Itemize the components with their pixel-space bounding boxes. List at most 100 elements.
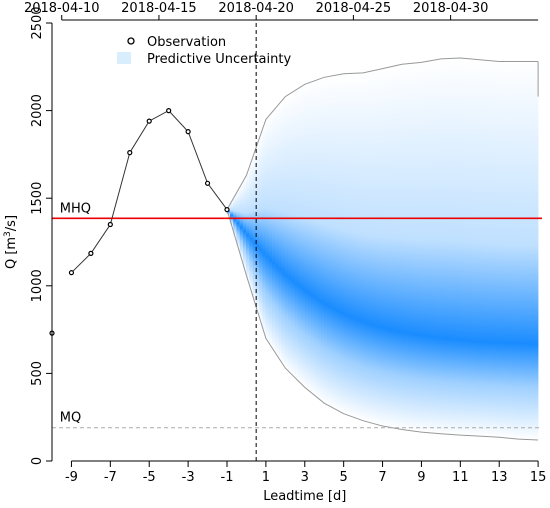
uncertainty-slice xyxy=(310,81,315,394)
uncertainty-slice xyxy=(388,66,393,428)
uncertainty-slice xyxy=(395,65,400,429)
uncertainty-slice xyxy=(469,59,474,436)
uncertainty-slice xyxy=(285,95,289,370)
uncertainty-slice xyxy=(498,61,503,438)
top-tick-label: 2018-04-30 xyxy=(413,1,489,16)
uncertainty-slice xyxy=(485,60,490,437)
y-tick-label: 0 xyxy=(30,457,45,465)
uncertainty-slice xyxy=(495,61,500,438)
x-tick-label: -3 xyxy=(182,470,195,485)
uncertainty-slice xyxy=(482,60,487,437)
observation-point xyxy=(185,129,191,135)
uncertainty-slice xyxy=(453,58,458,435)
uncertainty-slice xyxy=(437,59,442,434)
reference-label-mq: MQ xyxy=(60,411,81,426)
uncertainty-slice xyxy=(524,61,529,440)
uncertainty-envelope xyxy=(226,57,539,441)
uncertainty-slice xyxy=(362,72,367,422)
top-tick-label: 2018-04-15 xyxy=(121,1,197,16)
uncertainty-slice xyxy=(272,109,276,351)
uncertainty-slice xyxy=(265,117,270,341)
legend: Observation Predictive Uncertainty xyxy=(117,35,291,67)
observation-line xyxy=(71,109,228,274)
uncertainty-slice xyxy=(460,58,464,436)
uncertainty-slice xyxy=(340,74,344,413)
uncertainty-slice xyxy=(447,58,451,435)
x-tick-label: 3 xyxy=(301,470,309,485)
uncertainty-slice xyxy=(252,152,257,302)
y-tick-label: 1500 xyxy=(30,182,45,215)
uncertainty-slice xyxy=(301,85,306,386)
uncertainty-slice xyxy=(411,63,416,431)
legend-observation-label: Observation xyxy=(147,35,226,50)
uncertainty-slice xyxy=(421,62,425,433)
uncertainty-slice xyxy=(275,106,280,356)
uncertainty-slice xyxy=(528,61,532,440)
uncertainty-slice xyxy=(466,58,471,436)
uncertainty-slice xyxy=(450,58,455,435)
y-tick-label: 1000 xyxy=(30,269,45,302)
top-tick-label: 2018-04-20 xyxy=(218,1,294,16)
uncertainty-slice xyxy=(255,142,260,313)
uncertainty-slice xyxy=(463,58,468,436)
x-tick-label: -9 xyxy=(65,470,78,485)
observation-point xyxy=(224,206,230,213)
uncertainty-slice xyxy=(259,133,263,323)
lower-envelope-line xyxy=(226,209,539,441)
x-tick-label: -5 xyxy=(143,470,156,485)
uncertainty-slice xyxy=(246,170,250,281)
uncertainty-slice xyxy=(327,76,332,406)
uncertainty-slice xyxy=(534,61,539,440)
uncertainty-slice xyxy=(242,178,247,270)
uncertainty-slice xyxy=(476,59,481,437)
uncertainty-slice xyxy=(262,124,267,334)
uncertainty-slice xyxy=(375,69,380,425)
uncertainty-slice xyxy=(531,61,536,440)
uncertainty-slice xyxy=(430,60,435,434)
top-tick-label: 2018-04-25 xyxy=(316,1,392,16)
x-axis-title: Leadtime [d] xyxy=(263,489,346,504)
x-tick-label: 1 xyxy=(262,470,270,485)
uncertainty-slice xyxy=(333,75,338,410)
y-tick-label: 500 xyxy=(30,361,45,386)
uncertainty-slice xyxy=(304,83,309,389)
uncertainty-slice xyxy=(229,201,234,227)
uncertainty-slice xyxy=(278,102,283,361)
uncertainty-slice xyxy=(391,65,396,429)
uncertainty-slice xyxy=(294,89,299,380)
reference-lines: MHQ MQ xyxy=(52,201,542,429)
uncertainty-slice xyxy=(343,73,348,415)
uncertainty-slice xyxy=(356,73,361,419)
uncertainty-slice xyxy=(268,113,273,346)
uncertainty-slice xyxy=(233,195,238,237)
observation-point xyxy=(107,221,113,228)
uncertainty-slice xyxy=(443,58,448,435)
uncertainty-slice xyxy=(414,62,419,432)
observation-point xyxy=(127,150,133,156)
y-axis-title-suffix: /s] xyxy=(4,215,19,231)
upper-envelope-line xyxy=(226,57,539,210)
uncertainty-slice xyxy=(281,98,286,366)
x-tick-label: -7 xyxy=(104,470,117,485)
uncertainty-slice xyxy=(505,61,510,439)
uncertainty-slice xyxy=(515,61,519,439)
observation-point xyxy=(204,180,211,186)
uncertainty-slice xyxy=(239,183,244,259)
uncertainty-slice xyxy=(472,59,477,436)
observation-point xyxy=(88,250,94,256)
uncertainty-slice xyxy=(320,77,325,402)
uncertainty-slice xyxy=(291,91,296,377)
x-tick-label: 5 xyxy=(340,470,348,485)
x-tick-label: 15 xyxy=(530,470,547,485)
uncertainty-slice xyxy=(434,59,438,434)
y-axis-title-superscript: 3 xyxy=(3,231,13,237)
y-tick-label: 2000 xyxy=(30,94,45,127)
uncertainty-slice xyxy=(401,64,406,430)
uncertainty-slice xyxy=(366,71,370,423)
uncertainty-slice xyxy=(382,68,387,427)
reference-label-mhq: MHQ xyxy=(60,201,91,216)
uncertainty-slice xyxy=(511,61,516,439)
uncertainty-slice xyxy=(479,59,484,437)
